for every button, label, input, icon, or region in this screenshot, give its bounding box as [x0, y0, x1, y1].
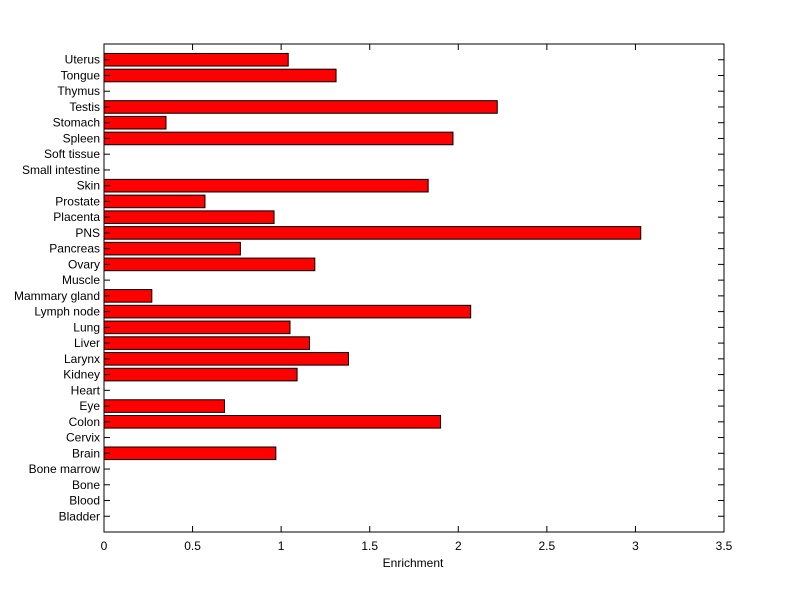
y-tick-label: PNS — [75, 226, 100, 240]
y-tick-label: Spleen — [63, 131, 100, 145]
bar-mammary-gland — [103, 289, 153, 303]
bars-layer — [103, 52, 642, 461]
bar-stomach — [103, 115, 167, 130]
y-tick-label: Bone marrow — [29, 462, 101, 476]
x-tick-label: 1 — [278, 539, 285, 553]
y-tick-label: Lymph node — [34, 305, 100, 319]
y-tick-label: Colon — [69, 415, 100, 429]
y-tick-label: Muscle — [62, 273, 100, 287]
x-tick-label: 2.5 — [539, 539, 556, 553]
y-tick-label: Testis — [69, 100, 100, 114]
y-tick-label: Bone — [72, 478, 100, 492]
bar-lung — [103, 320, 291, 335]
y-tick-label: Liver — [74, 336, 100, 350]
plot-frame — [103, 43, 725, 533]
y-tick-label: Tongue — [61, 68, 101, 82]
bar-ovary — [103, 257, 316, 272]
x-tick-label: 0.5 — [184, 539, 201, 553]
y-tick-label: Cervix — [66, 431, 100, 445]
axes-layer — [103, 43, 725, 533]
bar-eye — [103, 399, 225, 413]
bar-larynx — [103, 352, 349, 366]
bar-lymph-node — [103, 304, 472, 319]
x-tick-label: 1.5 — [361, 539, 378, 553]
bar-placenta — [103, 210, 275, 224]
bar-skin — [103, 178, 429, 193]
y-tick-label: Eye — [79, 399, 100, 413]
x-tick-label: 0 — [101, 539, 108, 553]
bar-colon — [103, 415, 442, 429]
y-tick-label: Heart — [71, 383, 101, 397]
y-tick-label: Placenta — [53, 210, 100, 224]
y-tick-label: Soft tissue — [44, 147, 100, 161]
bar-tongue — [103, 68, 337, 83]
y-tick-label: Thymus — [57, 84, 100, 98]
y-tick-label: Brain — [72, 446, 100, 460]
y-tick-label: Mammary gland — [14, 289, 100, 303]
bar-prostate — [103, 194, 206, 209]
x-tick-label: 3.5 — [716, 539, 733, 553]
y-tick-label: Prostate — [55, 194, 100, 208]
bar-brain — [103, 446, 277, 461]
x-axis-label: Enrichment — [383, 556, 444, 570]
y-tick-label: Skin — [77, 179, 100, 193]
bar-liver — [103, 336, 310, 350]
y-tick-label: Pancreas — [49, 242, 100, 256]
bar-pancreas — [103, 241, 241, 256]
bar-uterus — [103, 52, 289, 67]
x-tick-label: 2 — [455, 539, 462, 553]
bar-spleen — [103, 131, 454, 146]
y-tick-label: Uterus — [65, 53, 100, 67]
bar-kidney — [103, 367, 298, 382]
y-tick-label: Bladder — [59, 509, 100, 523]
y-tick-label: Stomach — [53, 116, 100, 130]
y-tick-label: Lung — [73, 320, 100, 334]
bar-testis — [103, 100, 498, 114]
y-tick-label: Ovary — [68, 257, 100, 271]
bar-pns — [103, 226, 642, 240]
y-tick-label: Small intestine — [22, 163, 100, 177]
y-tick-label: Larynx — [64, 352, 100, 366]
y-tick-label: Kidney — [63, 368, 100, 382]
y-tick-label: Blood — [69, 494, 100, 508]
x-tick-label: 3 — [632, 539, 639, 553]
